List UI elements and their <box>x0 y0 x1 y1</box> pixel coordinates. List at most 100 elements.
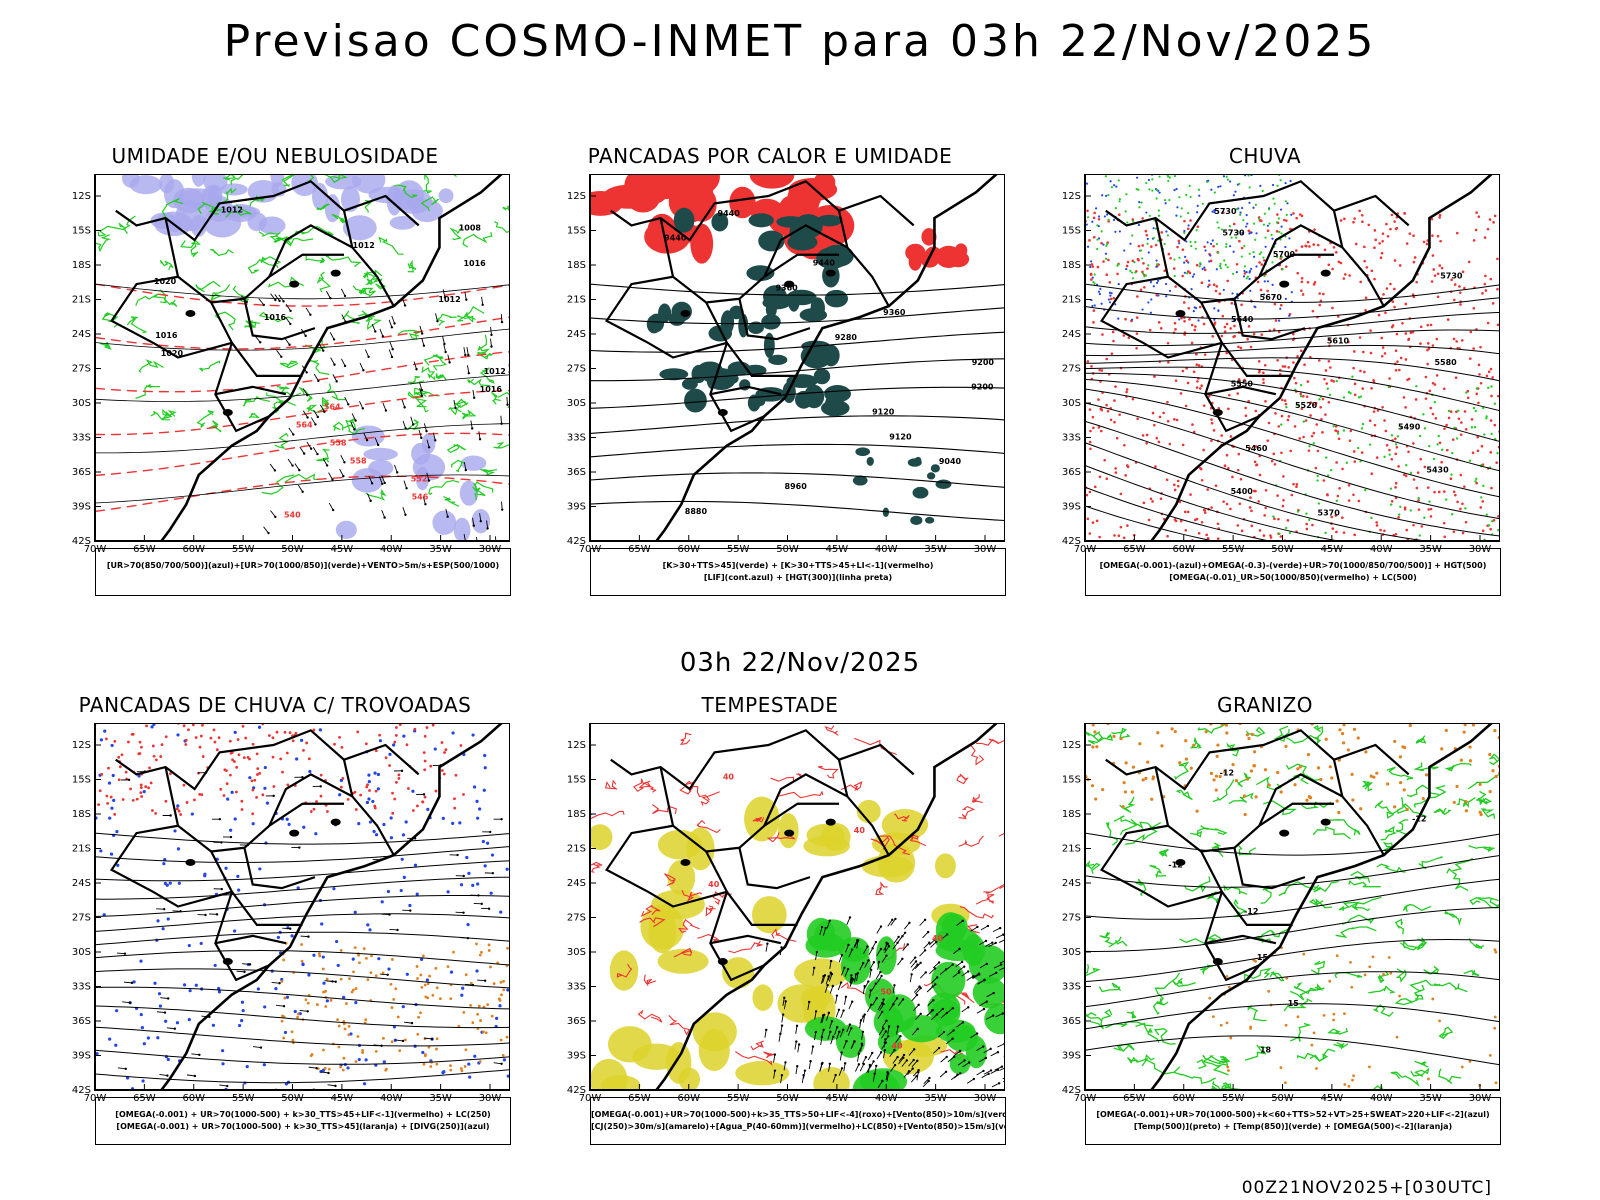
field-dot <box>1418 434 1422 438</box>
field-dot <box>361 1049 365 1052</box>
field-contour <box>1228 792 1254 805</box>
field-dot <box>231 758 234 762</box>
field-dot <box>1198 194 1201 197</box>
field-dot <box>1319 299 1323 303</box>
field-dot <box>1227 467 1230 470</box>
field-dot <box>1343 1083 1347 1086</box>
field-dot <box>1415 384 1418 388</box>
field-dot <box>1421 796 1425 801</box>
wind-vector <box>419 387 423 396</box>
field-blob <box>822 344 840 367</box>
wind-vector <box>838 1068 843 1076</box>
field-dot <box>1248 232 1251 235</box>
lake <box>1279 280 1290 288</box>
wind-vector-head <box>887 1035 890 1038</box>
field-dot <box>404 820 408 824</box>
wind-vector-head <box>306 393 309 397</box>
field-contour <box>306 404 325 414</box>
contour-line <box>590 386 1005 409</box>
field-dot <box>1449 477 1453 481</box>
field-contour <box>1260 885 1272 904</box>
field-dot <box>290 934 294 938</box>
field-dot <box>1260 251 1263 254</box>
field-dot <box>1277 425 1281 428</box>
field-dot <box>1130 271 1134 274</box>
wind-vector <box>908 1049 915 1056</box>
field-dot <box>1461 531 1465 535</box>
map-field-layer: 1012100810121016102010121016101610201012… <box>95 174 510 541</box>
wind-vector-head <box>976 925 979 929</box>
field-dot <box>307 973 311 977</box>
wind-vector <box>402 420 407 429</box>
contour-line <box>95 968 510 989</box>
field-dot <box>219 787 223 791</box>
field-contour <box>1113 815 1139 826</box>
wind-vector-head <box>404 427 407 430</box>
field-contour <box>1111 727 1131 739</box>
wind-vector-head <box>910 973 913 976</box>
field-dot <box>381 971 385 975</box>
contour-line <box>95 316 510 350</box>
field-dot <box>1093 485 1097 489</box>
field-dot <box>194 983 198 987</box>
field-dot <box>1266 224 1269 227</box>
field-contour <box>209 420 222 433</box>
field-blob <box>816 214 842 227</box>
field-dot <box>1130 790 1134 794</box>
field-dot <box>344 1002 348 1005</box>
field-dot <box>1246 275 1250 278</box>
wind-vector-head <box>462 911 465 914</box>
field-dot <box>152 754 156 758</box>
field-dot <box>421 1050 425 1055</box>
wind-vector <box>911 1060 918 1068</box>
field-contour <box>1198 1055 1228 1070</box>
wind-vector <box>299 1009 308 1012</box>
field-contour <box>150 410 173 420</box>
field-dot <box>1189 240 1192 244</box>
field-dot <box>1117 282 1120 286</box>
wind-vector-head <box>867 980 870 983</box>
field-dot <box>1258 473 1262 477</box>
wind-vector <box>889 1049 895 1057</box>
field-dot <box>416 1032 420 1036</box>
map-frame <box>94 723 510 1091</box>
wind-vector <box>773 1054 776 1063</box>
wind-vector <box>892 942 898 950</box>
field-dot <box>299 738 304 742</box>
wind-vector-head <box>881 1079 884 1083</box>
field-dot <box>1343 217 1346 221</box>
field-dot <box>257 725 262 729</box>
wind-vector <box>123 981 132 984</box>
field-dot <box>142 790 146 794</box>
field-dot <box>140 795 144 798</box>
wind-vector <box>843 1063 846 1072</box>
field-dot <box>282 1036 286 1040</box>
lake <box>330 818 341 826</box>
lake <box>680 858 691 866</box>
wind-vector-head <box>220 841 223 844</box>
field-dot <box>1313 228 1316 231</box>
field-dot <box>217 736 221 740</box>
field-dot <box>1399 781 1403 785</box>
field-dot <box>1306 380 1310 383</box>
field-dot <box>1461 502 1464 506</box>
wind-vector-head <box>163 1011 167 1014</box>
field-dot <box>1183 510 1187 514</box>
field-dot <box>1198 387 1202 390</box>
wind-vector <box>844 968 849 977</box>
field-dot <box>1175 187 1178 191</box>
field-contour <box>1438 1068 1462 1084</box>
field-dot <box>479 1019 482 1022</box>
field-dot <box>185 801 189 804</box>
field-dot <box>495 1016 499 1020</box>
field-dot <box>1096 247 1099 251</box>
field-dot <box>1468 459 1472 463</box>
field-dot <box>335 939 339 944</box>
field-dot <box>1331 306 1334 310</box>
wind-vector <box>186 1074 195 1077</box>
field-contour <box>1283 998 1313 1012</box>
field-dot <box>1442 387 1446 391</box>
field-dot <box>1380 251 1384 255</box>
field-dot <box>1086 360 1090 363</box>
wind-vector <box>887 919 893 927</box>
